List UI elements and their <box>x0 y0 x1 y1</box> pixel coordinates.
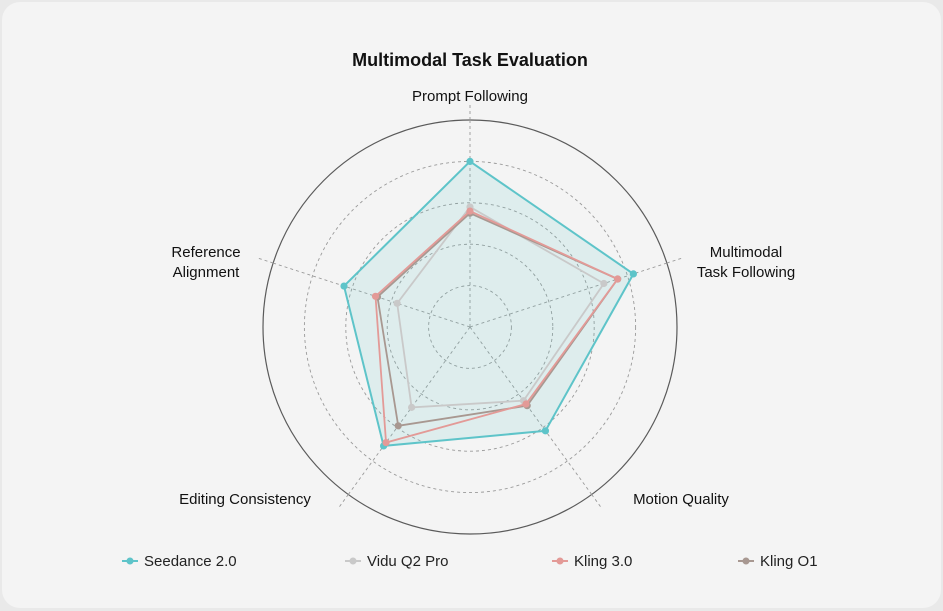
axis-label-3-line-1: Motion Quality <box>633 491 729 508</box>
series-vidu-q2-pro-line <box>396 205 606 409</box>
axis-label-2-line-2: Task Following <box>697 264 795 281</box>
legend-swatch-dot-seedance-2-0 <box>126 557 134 565</box>
axis-label-4-line-1: Editing Consistency <box>179 491 311 508</box>
axis-spoke-3 <box>469 326 593 495</box>
axis-label-5-line-1: Reference <box>171 244 240 261</box>
axis-label-5-line-2: Alignment <box>173 264 241 281</box>
axis-spoke-5 <box>272 262 471 328</box>
point-kling-o1-4 <box>394 422 402 430</box>
series-kling-3-0 <box>371 207 622 447</box>
series-kling-3-0-line <box>374 210 620 444</box>
axis-spoke-2 <box>469 262 668 328</box>
point-seedance-2-0-2 <box>629 270 638 278</box>
point-kling-3-0-2 <box>614 275 622 283</box>
axis-spoke-ext-3 <box>591 494 603 510</box>
axis-label-2-line-1: Multimodal <box>710 244 783 261</box>
point-seedance-2-0-5 <box>340 282 348 290</box>
legend-swatch-dot-kling-3-0 <box>556 557 564 565</box>
legend-label-vidu-q2-pro: Vidu Q2 Pro <box>367 553 448 570</box>
axis-label-1-line-1: Prompt Following <box>412 88 528 105</box>
point-kling-3-0-3 <box>522 400 530 408</box>
axis-labels: Prompt Following Multimodal Task Following… <box>171 88 795 508</box>
axis-label-3: Motion Quality <box>633 491 729 508</box>
radar-series <box>340 157 638 450</box>
point-kling-3-0-4 <box>382 438 390 447</box>
legend-swatch-dot-vidu-q2-pro <box>349 557 357 565</box>
legend-swatch-dot-kling-o1 <box>742 557 750 565</box>
axis-spoke-ext-4 <box>337 494 349 510</box>
axis-spoke-ext-5 <box>255 257 274 264</box>
point-vidu-q2-pro-4 <box>407 403 416 411</box>
chart-title: Multimodal Task Evaluation <box>352 50 588 70</box>
grid-ring-1 <box>428 285 512 369</box>
axis-label-5: Reference Alignment <box>171 244 240 281</box>
axis-spoke-4 <box>347 326 471 495</box>
axis-label-4: Editing Consistency <box>179 491 311 508</box>
point-vidu-q2-pro-5 <box>393 299 401 307</box>
grid-ring-2 <box>386 243 554 411</box>
series-vidu-q2-pro <box>393 203 608 411</box>
legend-label-kling-o1: Kling O1 <box>760 553 818 570</box>
point-kling-3-0-5 <box>371 292 380 300</box>
series-seedance-2-0 <box>340 157 638 450</box>
point-seedance-2-0-3 <box>541 427 550 435</box>
legend: Seedance 2.0 Vidu Q2 Pro Kling 3.0 Kling O1 <box>122 553 818 570</box>
legend-label-seedance-2-0: Seedance 2.0 <box>144 553 237 570</box>
point-seedance-2-0-1 <box>466 157 474 165</box>
legend-item-vidu-q2-pro: Vidu Q2 Pro <box>345 553 448 570</box>
legend-label-kling-3-0: Kling 3.0 <box>574 553 632 570</box>
point-vidu-q2-pro-2 <box>600 279 608 288</box>
point-kling-3-0-1 <box>466 207 474 215</box>
legend-item-kling-o1: Kling O1 <box>738 553 818 570</box>
legend-item-kling-3-0: Kling 3.0 <box>552 553 632 570</box>
series-seedance-2-0-line <box>342 160 635 447</box>
axis-spoke-ext-2 <box>666 257 685 264</box>
radar-grid <box>255 102 685 535</box>
grid-ring-3 <box>345 202 595 452</box>
axis-label-2: Multimodal Task Following <box>697 244 795 281</box>
axis-label-1: Prompt Following <box>412 88 528 105</box>
legend-item-seedance-2-0: Seedance 2.0 <box>122 553 237 570</box>
